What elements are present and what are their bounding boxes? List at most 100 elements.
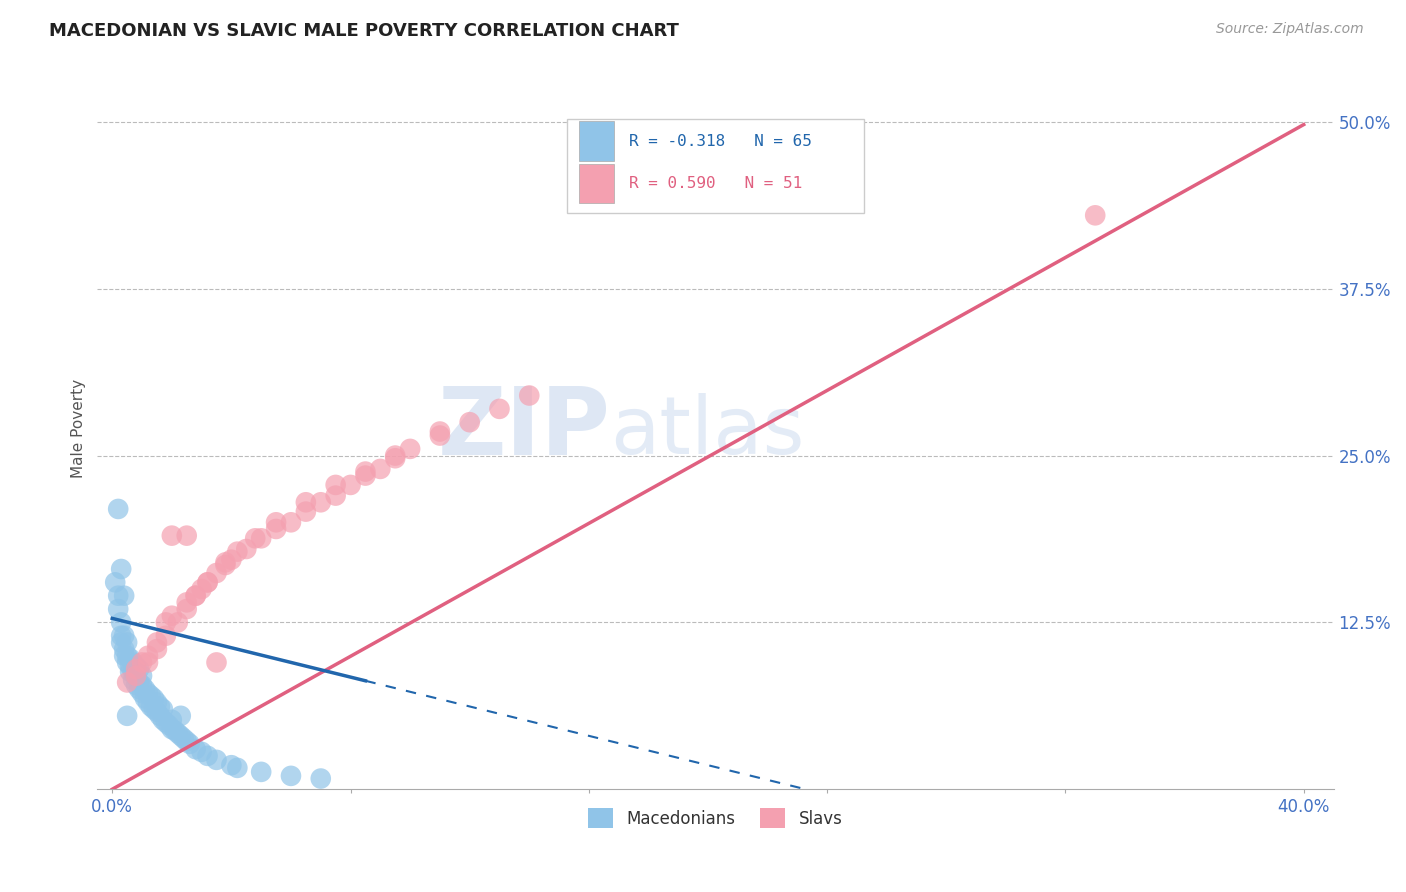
Point [131, 678, 153, 692]
Point [226, 544, 249, 558]
Point [139, 699, 162, 714]
Point [152, 713, 174, 727]
Point [458, 415, 481, 429]
Point [160, 713, 183, 727]
Point [325, 489, 347, 503]
Point [190, 745, 212, 759]
Point [104, 575, 127, 590]
Point [142, 702, 165, 716]
Point [110, 615, 132, 630]
Point [155, 615, 177, 630]
Point [309, 495, 332, 509]
Point [120, 651, 142, 665]
Point [149, 699, 172, 714]
Point [115, 656, 138, 670]
Point [384, 451, 406, 466]
Point [166, 726, 188, 740]
Point [136, 696, 159, 710]
Point [399, 442, 422, 456]
Legend: Macedonians, Slavs: Macedonians, Slavs [582, 801, 849, 835]
Point [245, 531, 267, 545]
Point [139, 689, 162, 703]
Point [205, 753, 228, 767]
Point [142, 691, 165, 706]
Point [384, 449, 406, 463]
Text: Source: ZipAtlas.com: Source: ZipAtlas.com [1216, 22, 1364, 37]
Point [160, 722, 183, 736]
Text: R = -0.318   N = 65: R = -0.318 N = 65 [628, 134, 811, 149]
Point [205, 566, 228, 580]
Point [125, 669, 148, 683]
Point [354, 468, 377, 483]
Point [115, 708, 138, 723]
Point [176, 602, 198, 616]
Point [125, 678, 148, 692]
Point [160, 528, 183, 542]
Point [264, 522, 287, 536]
Point [125, 659, 148, 673]
Point [235, 541, 257, 556]
Point [122, 673, 145, 687]
Point [339, 478, 361, 492]
Point [157, 718, 180, 732]
Point [110, 562, 132, 576]
Point [429, 425, 451, 439]
Bar [579, 121, 614, 161]
Point [155, 715, 177, 730]
Point [152, 702, 174, 716]
Point [120, 665, 142, 679]
Point [112, 642, 135, 657]
Point [488, 401, 510, 416]
Point [176, 528, 198, 542]
Point [107, 602, 129, 616]
Text: atlas: atlas [610, 393, 804, 472]
Point [250, 531, 273, 545]
Point [146, 635, 169, 649]
Text: ZIP: ZIP [437, 383, 610, 475]
Point [128, 675, 150, 690]
Point [250, 764, 273, 779]
Point [115, 648, 138, 663]
Point [146, 696, 169, 710]
Point [115, 635, 138, 649]
Point [370, 462, 392, 476]
Point [280, 516, 302, 530]
Text: MACEDONIAN VS SLAVIC MALE POVERTY CORRELATION CHART: MACEDONIAN VS SLAVIC MALE POVERTY CORREL… [49, 22, 679, 40]
Point [131, 686, 153, 700]
Point [173, 731, 195, 746]
Point [110, 629, 132, 643]
Point [122, 656, 145, 670]
Point [264, 516, 287, 530]
Point [184, 589, 207, 603]
Point [221, 758, 243, 772]
Point [221, 552, 243, 566]
FancyBboxPatch shape [567, 119, 863, 212]
Point [146, 705, 169, 719]
Point [214, 555, 236, 569]
Point [128, 682, 150, 697]
Point [190, 582, 212, 596]
Point [205, 656, 228, 670]
Point [179, 737, 201, 751]
Point [184, 589, 207, 603]
Point [125, 662, 148, 676]
Point [429, 428, 451, 442]
Point [176, 595, 198, 609]
Point [136, 648, 159, 663]
Point [166, 615, 188, 630]
Point [176, 734, 198, 748]
Point [226, 761, 249, 775]
Point [134, 682, 156, 697]
Point [131, 669, 153, 683]
Point [149, 708, 172, 723]
Bar [579, 163, 614, 203]
Point [125, 669, 148, 683]
Point [134, 691, 156, 706]
Point [136, 656, 159, 670]
Point [197, 575, 219, 590]
Point [112, 629, 135, 643]
Y-axis label: Male Poverty: Male Poverty [72, 379, 86, 478]
Point [1084, 208, 1107, 222]
Point [107, 589, 129, 603]
Point [280, 769, 302, 783]
